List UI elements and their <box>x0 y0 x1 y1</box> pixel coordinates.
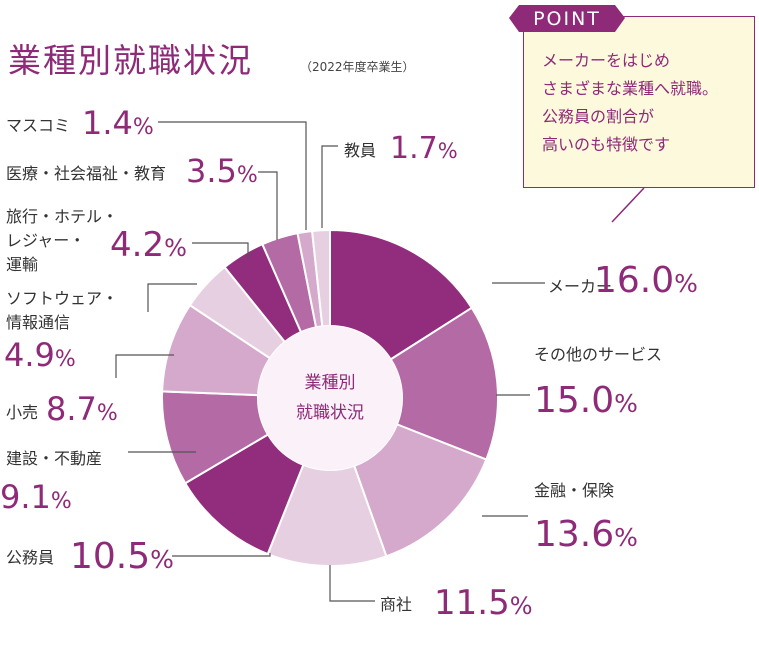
slice-label-8: 情報通信 <box>6 313 70 332</box>
point-line: さまざまな業種へ就職。 <box>542 79 719 98</box>
page-title: 業種別就職状況 <box>8 41 253 80</box>
slice-label-1: メーカー <box>548 277 612 296</box>
point-line: 公務員の割合が <box>542 107 655 126</box>
slice-percentage-4: 11.5% <box>434 583 533 623</box>
page-subtitle: （2022年度卒業生） <box>300 60 415 74</box>
slice-percentage-6: 9.1% <box>0 478 72 516</box>
leader-line-7 <box>115 354 174 378</box>
chart-leader-lines <box>115 121 545 602</box>
leader-line-5 <box>172 553 271 557</box>
center-label-line-1: 業種別 <box>305 373 356 393</box>
donut-hole <box>258 326 402 470</box>
slice-percentage-5: 10.5% <box>70 536 174 577</box>
slice-label-6: 建設・不動産 <box>6 449 102 468</box>
slice-percentage-3: 13.6% <box>534 514 638 555</box>
slice-label-3: 金融・保険 <box>534 481 614 500</box>
slice-label-9: レジャー・ <box>6 231 85 250</box>
slice-percentage-12: 1.7% <box>390 131 458 166</box>
point-tab: POINT <box>509 5 625 32</box>
slice-label-12: 教員 <box>344 141 376 160</box>
chart-slices <box>161 228 499 567</box>
slice-label-11: マスコミ <box>6 116 70 135</box>
point-line: メーカーをはじめ <box>542 51 671 70</box>
leader-line-4 <box>329 565 375 602</box>
point-line: 高いのも特徴です <box>542 135 671 154</box>
slice-label-2: その他のサービス <box>534 345 662 364</box>
leader-line-9 <box>192 242 249 258</box>
leader-line-12 <box>321 145 338 228</box>
leader-line-8 <box>147 283 197 312</box>
slice-label-4: 商社 <box>380 595 412 614</box>
leader-line-10 <box>258 171 278 240</box>
slice-percentage-9: 4.2% <box>110 225 187 265</box>
slice-label-9: 運輸 <box>6 255 38 274</box>
slice-percentage-10: 3.5% <box>186 152 258 190</box>
slice-label-5: 公務員 <box>6 548 54 567</box>
slice-label-8: ソフトウェア・ <box>6 289 118 308</box>
slice-percentage-11: 1.4% <box>82 104 154 142</box>
slice-label-7: 小売 <box>6 403 38 422</box>
slice-percentage-8: 4.9% <box>4 336 76 374</box>
center-label-line-2: 就職状況 <box>296 403 364 423</box>
slice-percentage-1: 16.0% <box>594 260 698 301</box>
slice-percentage-2: 15.0% <box>534 380 638 421</box>
point-callout: メーカーをはじめ さまざまな業種へ就職。 公務員の割合が 高いのも特徴です <box>523 16 755 188</box>
leader-line-11 <box>158 121 307 230</box>
slice-label-9: 旅行・ホテル・ <box>6 207 118 226</box>
slice-percentage-7: 8.7% <box>46 390 118 428</box>
slice-label-10: 医療・社会福祉・教育 <box>6 164 166 183</box>
